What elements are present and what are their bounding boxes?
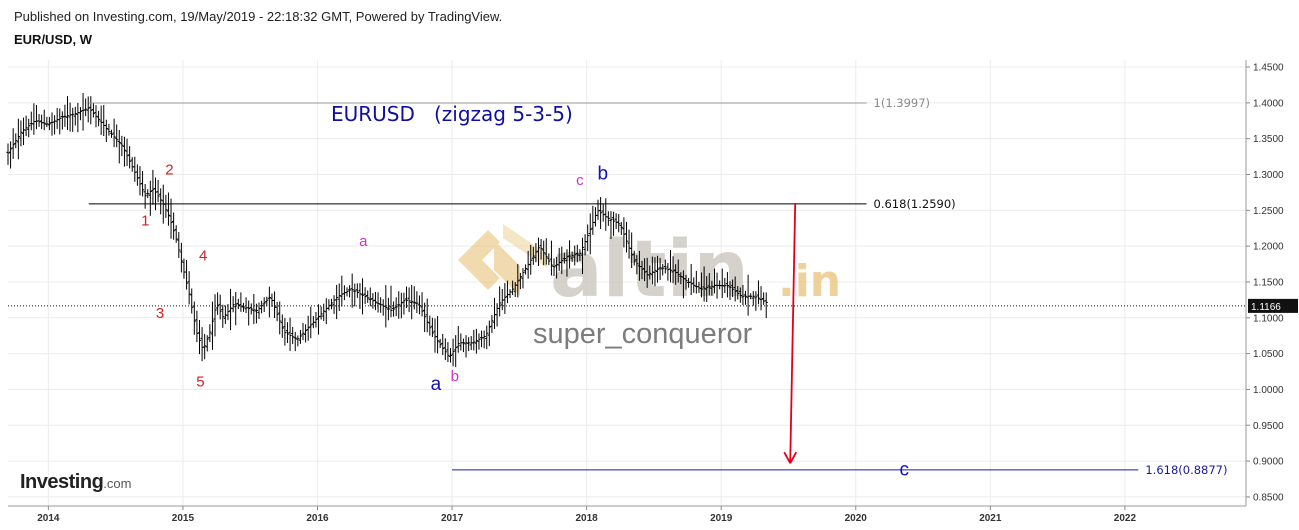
- published-caption: Published on Investing.com, 19/May/2019 …: [14, 9, 503, 24]
- watermark: altin .in super_conqueror: [458, 224, 841, 350]
- y-tick-label: 1.2000: [1253, 242, 1284, 253]
- wave-label: 5: [196, 374, 204, 391]
- chart-title: EURUSD (zigzag 5-3-5): [331, 102, 573, 126]
- logo-main: Investing: [20, 471, 104, 493]
- chart-grid: [8, 60, 1246, 506]
- wave-label: 2: [165, 161, 173, 178]
- watermark-author: super_conqueror: [533, 318, 753, 350]
- target-arrow-icon: [783, 203, 797, 464]
- wave-label: 3: [156, 305, 164, 322]
- y-tick-label: 1.1500: [1253, 277, 1284, 288]
- x-tick-label: 2017: [441, 513, 464, 524]
- wave-label: b: [597, 164, 608, 185]
- y-tick-label: 1.0500: [1253, 349, 1284, 360]
- fib-levels: 1.1166 1(1.3997) 0.618(1.2590) 1.618(0.8877…: [8, 96, 1298, 477]
- current-price-tag: [1248, 298, 1298, 313]
- watermark-tld: .in: [778, 256, 841, 307]
- y-tick-label: 1.2500: [1253, 206, 1284, 217]
- fib-level-label: 1.618(0.8877): [1145, 463, 1227, 477]
- chart-axes: 1.4500 1.4000 1.3500 1.3000 1.2500 1.2000 1.15…: [8, 60, 1284, 524]
- wave-label: a: [359, 233, 368, 250]
- symbol-title: EUR/USD, W: [14, 32, 92, 47]
- x-tick-label: 2016: [306, 513, 329, 524]
- wave-label: c: [899, 459, 909, 480]
- x-tick-label: 2019: [710, 513, 733, 524]
- y-tick-label: 1.3500: [1253, 134, 1284, 145]
- wave-label: b: [451, 368, 459, 385]
- y-tick-label: 0.9000: [1253, 457, 1284, 468]
- x-tick-label: 2021: [979, 513, 1002, 524]
- fib-level-label: 0.618(1.2590): [874, 197, 956, 211]
- fib-level-label: 1(1.3997): [874, 96, 931, 110]
- y-tick-label: 1.4500: [1253, 63, 1284, 74]
- wave-label: 4: [199, 247, 207, 264]
- investing-logo: Investing.com: [20, 471, 131, 494]
- price-series: [6, 93, 768, 368]
- y-tick-label: 0.9500: [1253, 421, 1284, 432]
- x-tick-label: 2020: [845, 513, 868, 524]
- wave-label: a: [431, 374, 442, 395]
- wave-label: c: [576, 172, 584, 189]
- y-tick-label: 1.4000: [1253, 98, 1284, 109]
- arrow-head-left: [783, 451, 791, 464]
- y-tick-label: 1.3000: [1253, 170, 1284, 181]
- wave-label: 1: [141, 212, 149, 229]
- x-tick-label: 2014: [37, 513, 60, 524]
- y-tick-label: 1.1000: [1253, 313, 1284, 324]
- y-tick-label: 0.8500: [1253, 492, 1284, 503]
- x-tick-label: 2022: [1114, 513, 1137, 524]
- arrow-head-right: [789, 451, 797, 464]
- logo-suffix: .com: [103, 476, 132, 491]
- current-price-label: 1.1166: [1251, 302, 1281, 313]
- x-tick-label: 2018: [576, 513, 599, 524]
- y-tick-label: 1.0000: [1253, 385, 1284, 396]
- arrow-shaft: [789, 203, 797, 464]
- x-tick-label: 2015: [172, 513, 195, 524]
